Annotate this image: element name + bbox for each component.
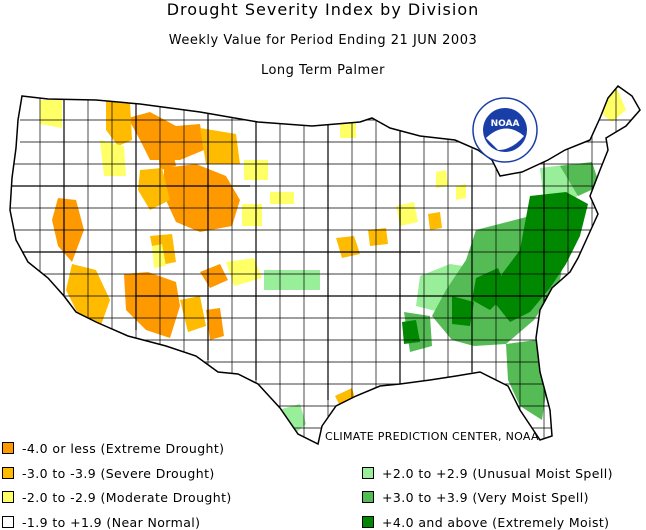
legend-swatch xyxy=(362,491,374,503)
map-subtitle: Weekly Value for Period Ending 21 JUN 20… xyxy=(168,33,478,48)
region-ohio xyxy=(456,184,466,200)
legend-item-unusual-moist: +2.0 to +2.9 (Unusual Moist Spell) xyxy=(362,465,613,481)
us-drought-map: NOAA xyxy=(9,84,641,446)
legend-label: +4.0 and above (Extremely Moist) xyxy=(382,514,610,530)
legend-swatch xyxy=(2,516,14,528)
region-utah-southwest xyxy=(152,244,166,268)
legend-item-near-normal: -1.9 to +1.9 (Near Normal) xyxy=(2,514,200,530)
legend-swatch xyxy=(2,442,14,454)
region-louisiana xyxy=(402,320,420,344)
region-oklahoma xyxy=(264,270,320,290)
region-montana-wyoming xyxy=(128,112,204,160)
legend-label: +3.0 to +3.9 (Very Moist Spell) xyxy=(382,489,589,505)
region-washington-west xyxy=(40,100,62,128)
index-name: Long Term Palmer xyxy=(260,63,386,78)
legend-swatch xyxy=(2,491,14,503)
legend-label: -4.0 or less (Extreme Drought) xyxy=(22,440,225,456)
region-florida xyxy=(506,340,548,420)
region-tennessee-east xyxy=(472,268,508,310)
region-indiana xyxy=(428,212,442,230)
region-arizona xyxy=(124,272,180,338)
legend-label: -2.0 to -2.9 (Moderate Drought) xyxy=(22,489,232,505)
legend-item-extreme-drought: -4.0 or less (Extreme Drought) xyxy=(2,440,224,456)
region-montana-east xyxy=(200,128,240,164)
noaa-logo-text: NOAA xyxy=(491,119,520,129)
legend-item-extremely-moist: +4.0 and above (Extremely Moist) xyxy=(362,514,609,530)
extremely-moist-regions xyxy=(402,192,588,344)
us-outline xyxy=(9,84,641,446)
legend-label: -3.0 to -3.9 (Severe Drought) xyxy=(22,465,215,481)
legend-label: -1.9 to +1.9 (Near Normal) xyxy=(22,514,201,530)
region-oregon-east xyxy=(100,140,126,176)
region-michigan xyxy=(436,170,448,188)
region-nebraska-east xyxy=(270,192,294,204)
region-nebraska xyxy=(242,204,262,226)
legend-item-severe-drought: -3.0 to -3.9 (Severe Drought) xyxy=(2,465,215,481)
region-utah-north xyxy=(138,168,170,210)
region-new-mexico-north xyxy=(200,264,228,288)
legend-swatch xyxy=(362,516,374,528)
region-wyoming-colorado xyxy=(164,164,240,232)
region-colorado-south xyxy=(226,258,262,286)
region-iowa xyxy=(396,202,418,226)
state-boundaries xyxy=(10,86,600,400)
region-idaho-north xyxy=(106,100,132,146)
legend-swatch xyxy=(2,467,14,479)
legend-label: +2.0 to +2.9 (Unusual Moist Spell) xyxy=(382,465,613,481)
map-title: Drought Severity Index by Division xyxy=(166,0,480,19)
region-new-mexico-west xyxy=(180,296,206,332)
region-new-mexico-south xyxy=(206,308,224,340)
noaa-logo: NOAA xyxy=(472,97,538,163)
region-mid-atlantic xyxy=(494,192,588,322)
legend-item-very-moist: +3.0 to +3.9 (Very Moist Spell) xyxy=(362,489,589,505)
legend-item-moderate-drought: -2.0 to -2.9 (Moderate Drought) xyxy=(2,489,232,505)
legend-swatch xyxy=(362,467,374,479)
credit-text: CLIMATE PREDICTION CENTER, NOAA xyxy=(325,430,539,443)
region-alabama-north xyxy=(452,296,474,326)
region-illinois xyxy=(368,228,388,246)
region-new-england xyxy=(560,162,600,196)
